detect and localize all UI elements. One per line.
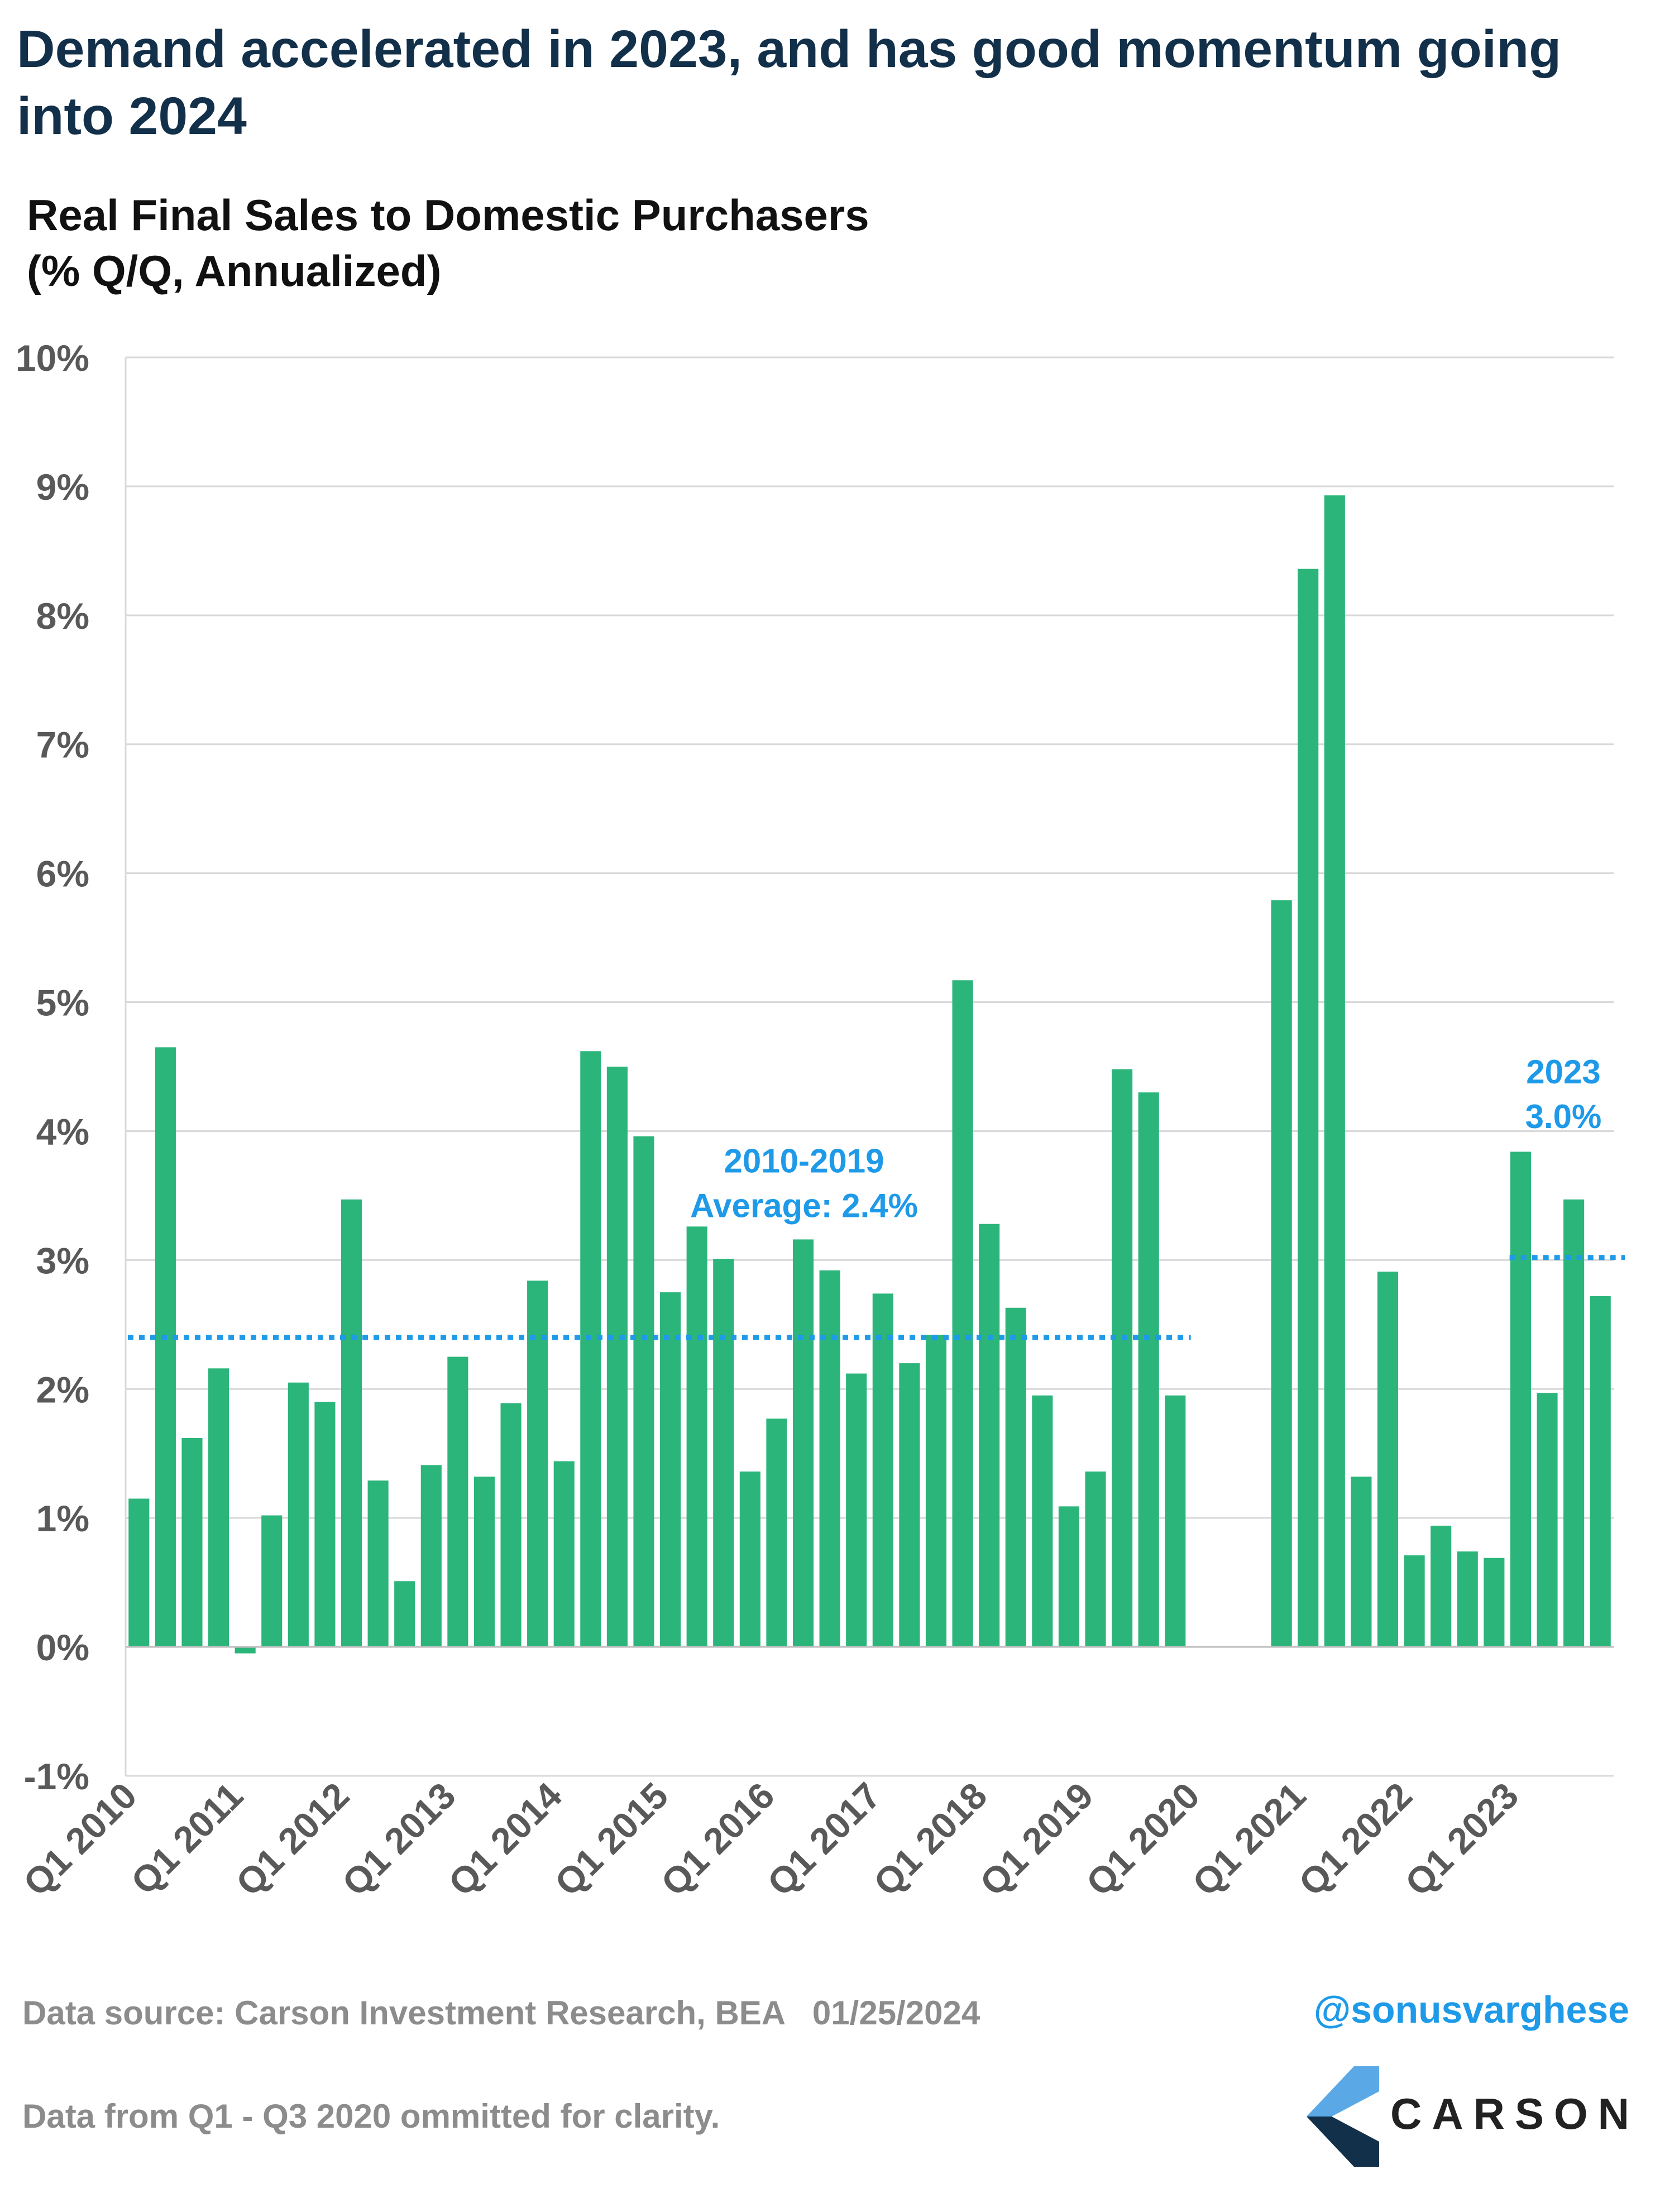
bar — [473, 1477, 495, 1647]
bar — [1298, 568, 1319, 1647]
x-tick-label: Q1 2015 — [547, 1775, 676, 1904]
y-tick-label: 9% — [36, 466, 89, 508]
bar — [819, 1270, 840, 1647]
bar — [1112, 1069, 1133, 1647]
y-tick-label: 0% — [36, 1627, 89, 1668]
y-tick-label: 4% — [36, 1111, 89, 1152]
y-tick-label: 2% — [36, 1369, 89, 1410]
bar — [1457, 1551, 1478, 1647]
average-label-line1: 2010-2019 — [724, 1142, 884, 1179]
bar — [261, 1515, 283, 1647]
x-tick-label: Q1 2014 — [441, 1774, 570, 1904]
bar — [235, 1647, 256, 1654]
y-tick-label: 7% — [36, 724, 89, 766]
average-label-line2: Average: 2.4% — [690, 1187, 918, 1224]
bar — [128, 1498, 150, 1647]
bar — [208, 1368, 229, 1647]
bar — [181, 1438, 203, 1647]
bar — [155, 1047, 176, 1647]
bar — [367, 1480, 389, 1647]
y-tick-label: 1% — [36, 1498, 89, 1539]
bar — [1431, 1526, 1452, 1647]
bar — [314, 1402, 336, 1647]
omission-note: Data from Q1 - Q3 2020 ommitted for clar… — [22, 2098, 720, 2135]
bar — [1590, 1296, 1611, 1647]
y-tick-label: 8% — [36, 595, 89, 637]
bar — [1377, 1272, 1399, 1647]
headline: Demand accelerated in 2023, and has good… — [17, 20, 1562, 146]
carson-chevron-logo-icon — [1307, 2066, 1379, 2167]
x-tick-label: Q1 2023 — [1397, 1775, 1526, 1904]
bar — [394, 1581, 415, 1647]
data-source-note: Data source: Carson Investment Research,… — [22, 1994, 980, 2032]
bar — [606, 1067, 628, 1647]
bar — [1563, 1199, 1585, 1647]
carson-logo: CARSON — [1301, 2061, 1636, 2172]
chart-units-line: (% Q/Q, Annualized) — [27, 246, 442, 295]
bar — [660, 1292, 681, 1647]
bar — [739, 1472, 760, 1647]
x-tick-label: Q1 2012 — [228, 1775, 357, 1904]
bar — [288, 1382, 309, 1647]
x-tick-label: Q1 2022 — [1291, 1775, 1420, 1904]
bar — [1404, 1555, 1425, 1647]
x-tick-label: Q1 2019 — [972, 1775, 1101, 1904]
y-tick-label: 5% — [36, 982, 89, 1024]
y-tick-label: 6% — [36, 853, 89, 895]
y-tick-label: -1% — [24, 1756, 89, 1797]
x-tick-label: Q1 2018 — [865, 1775, 994, 1904]
bar — [1484, 1558, 1505, 1647]
bar — [872, 1293, 893, 1647]
bar — [846, 1373, 867, 1647]
x-tick-label: Q1 2021 — [1184, 1775, 1313, 1904]
average-label-line2: 3.0% — [1525, 1098, 1602, 1135]
x-tick-label: Q1 2016 — [653, 1775, 782, 1904]
bar — [792, 1239, 814, 1647]
bar — [1324, 495, 1345, 1647]
bar — [553, 1461, 575, 1647]
carson-wordmark: CARSON — [1390, 2089, 1640, 2138]
bar — [420, 1465, 442, 1647]
bar — [713, 1259, 734, 1647]
chart-title-line: Real Final Sales to Domestic Purchasers — [27, 190, 869, 240]
bar — [925, 1335, 947, 1647]
bar — [341, 1199, 362, 1647]
bar — [952, 980, 973, 1647]
y-tick-label: 10% — [16, 337, 89, 379]
bar — [1085, 1472, 1106, 1647]
x-tick-label: Q1 2017 — [759, 1775, 888, 1904]
bar — [766, 1418, 787, 1647]
bar — [1165, 1395, 1186, 1647]
bar — [633, 1136, 654, 1647]
x-tick-label: Q1 2011 — [123, 1775, 251, 1903]
twitter-handle[interactable]: @sonusvarghese — [1313, 1989, 1629, 2031]
bar — [1271, 900, 1292, 1647]
bar — [1138, 1092, 1159, 1647]
bar — [1510, 1152, 1531, 1647]
x-tick-label: Q1 2013 — [334, 1775, 463, 1904]
chart-subtitle: Real Final Sales to Domestic Purchasers … — [27, 187, 1255, 299]
x-tick-label: Q1 2020 — [1078, 1775, 1207, 1904]
y-tick-label: 3% — [36, 1240, 89, 1281]
bar — [899, 1363, 920, 1647]
bar — [1351, 1477, 1372, 1647]
bar — [1058, 1506, 1079, 1647]
bar — [500, 1403, 522, 1647]
bar — [686, 1226, 707, 1647]
average-label-line1: 2023 — [1526, 1053, 1600, 1091]
bar — [580, 1051, 601, 1647]
bar — [1005, 1307, 1026, 1647]
bar — [979, 1224, 1000, 1647]
bar — [1537, 1393, 1558, 1647]
bar — [1032, 1395, 1053, 1647]
bar — [527, 1281, 548, 1647]
bar — [447, 1356, 468, 1647]
